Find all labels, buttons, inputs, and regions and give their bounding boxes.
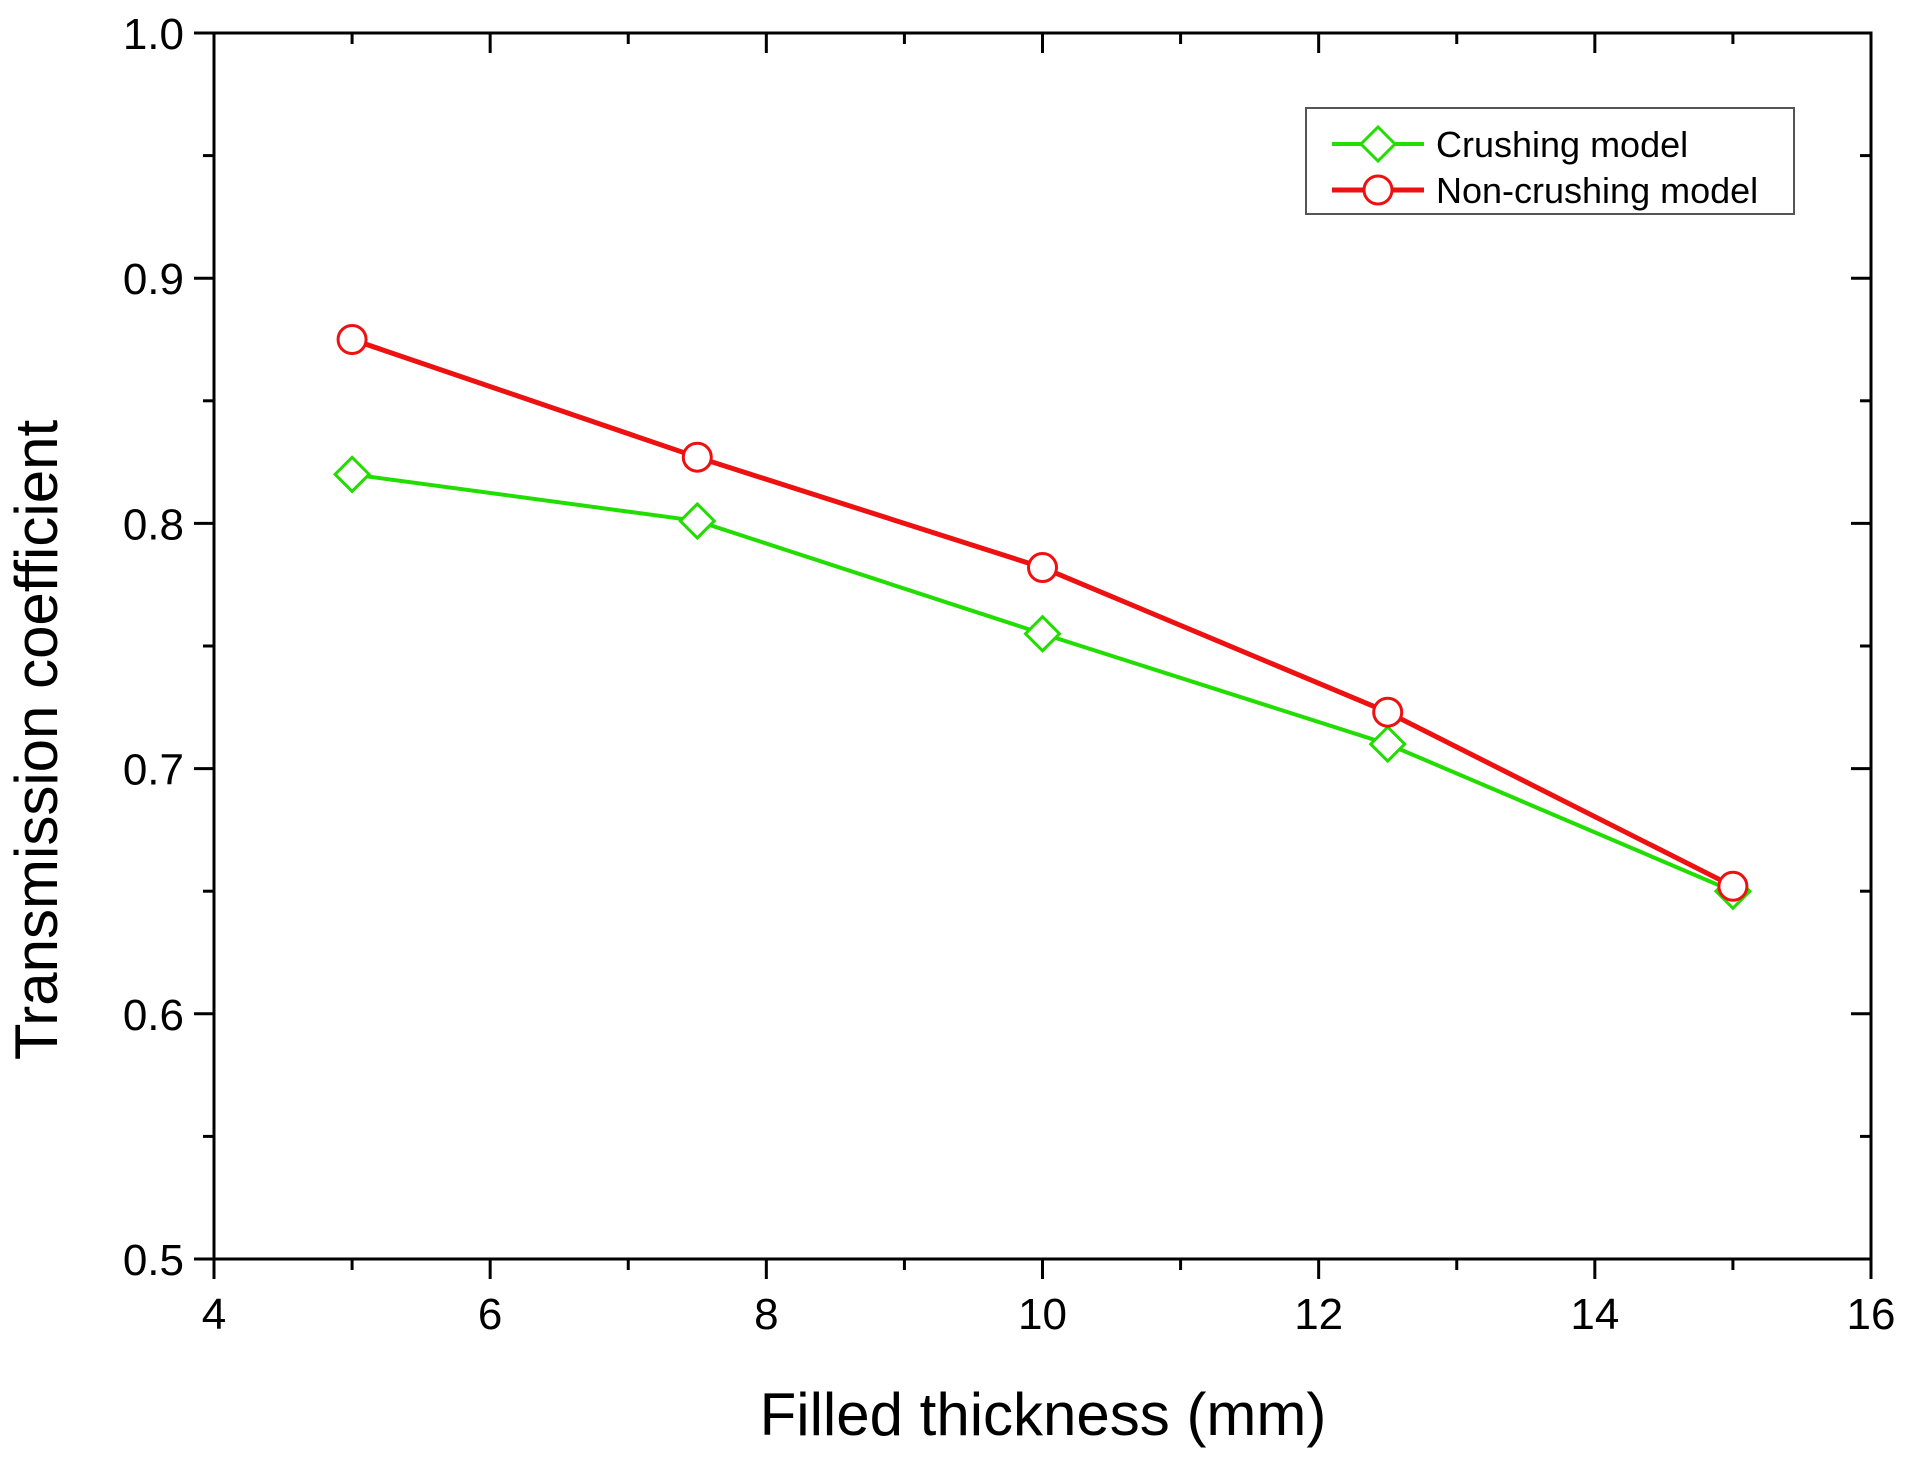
plot-series [332, 324, 1753, 911]
legend-swatch-marker [1362, 174, 1394, 206]
series-crushing-model [332, 455, 1753, 911]
data-point [1023, 614, 1062, 653]
legend: Crushing model Non-crushing model [1305, 107, 1795, 215]
y-tick-label: 1.0 [123, 10, 184, 59]
data-point [1368, 724, 1407, 764]
x-tick-label: 14 [1570, 1290, 1619, 1339]
y-tick-label: 0.9 [123, 255, 184, 304]
y-tick-label: 0.7 [123, 746, 184, 795]
axes: 4 6 8 10 12 14 16 0.5 0.6 0.7 0.8 0.9 1.0 [123, 10, 1896, 1339]
data-point [678, 501, 717, 541]
y-tick-label: 0.8 [123, 500, 184, 549]
series-line [351, 472, 1734, 894]
data-point [1717, 870, 1749, 902]
x-tick-label: 12 [1294, 1290, 1343, 1339]
data-point [336, 324, 368, 355]
y-tick-label: 0.6 [123, 991, 184, 1040]
data-point [332, 455, 372, 494]
data-point [681, 441, 713, 473]
y-tick-label: 0.5 [123, 1236, 184, 1285]
x-tick-label: 8 [754, 1290, 778, 1339]
y-axis-title: Transmission coefficient [3, 420, 70, 1061]
x-tick-label: 10 [1018, 1290, 1067, 1339]
legend-swatch-marker [1358, 124, 1398, 164]
x-tick-label: 6 [478, 1290, 502, 1339]
data-point [1027, 552, 1058, 584]
legend-label: Non-crushing model [1436, 170, 1758, 211]
legend-label: Crushing model [1436, 124, 1688, 165]
x-tick-label: 4 [202, 1290, 226, 1339]
series-non-crushing-model [336, 324, 1749, 902]
data-point [1372, 696, 1404, 728]
x-axis-title: Filled thickness (mm) [760, 1381, 1327, 1448]
x-tick-label: 16 [1847, 1290, 1896, 1339]
